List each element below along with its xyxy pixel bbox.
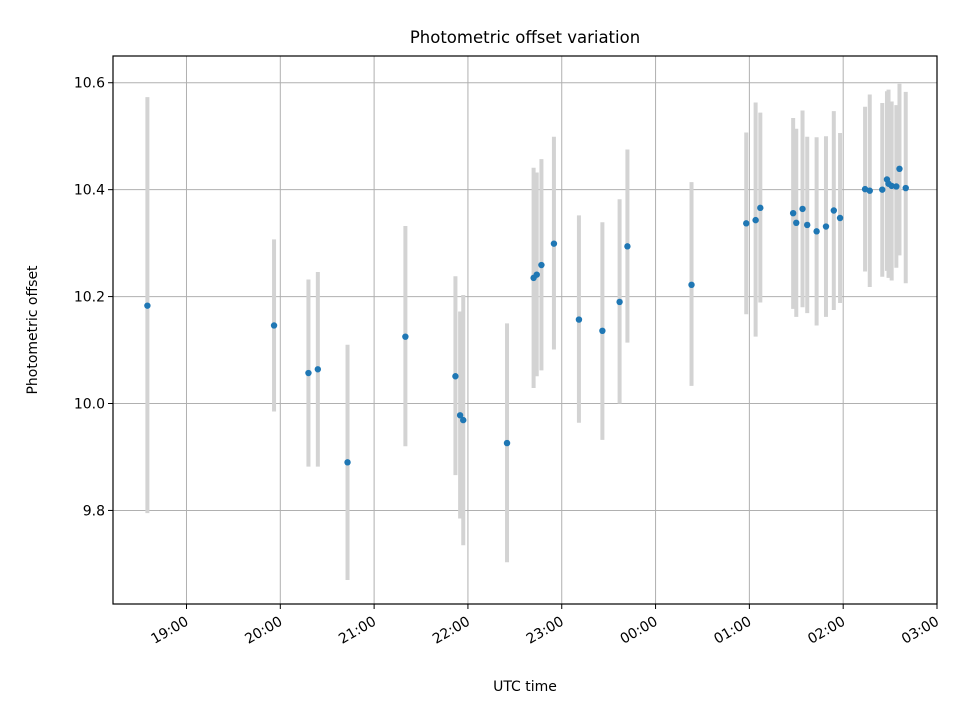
plot-frame [112, 55, 938, 605]
data-point [743, 220, 750, 227]
y-tick-label: 10.0 [74, 397, 105, 413]
y-tick-label: 10.6 [74, 76, 105, 92]
data-point [804, 221, 811, 229]
x-tick-label: 00:00 [618, 614, 661, 648]
grid-lines [113, 56, 938, 604]
data-point [575, 316, 583, 323]
data-point [344, 459, 351, 466]
y-tick-label: 10.4 [74, 183, 105, 199]
data-points [144, 165, 909, 466]
data-point [789, 209, 797, 217]
data-point [893, 183, 900, 190]
data-point [822, 223, 830, 230]
data-point [799, 205, 806, 213]
data-point [888, 182, 895, 190]
x-tick-label: 22:00 [430, 614, 473, 648]
data-point [813, 228, 820, 235]
y-tick-label: 9.8 [83, 503, 105, 519]
data-point [456, 412, 464, 419]
data-point [757, 204, 764, 212]
data-point [830, 207, 838, 214]
x-tick-label: 20:00 [242, 614, 285, 648]
x-tick-label: 23:00 [524, 614, 567, 648]
data-point [836, 214, 844, 222]
data-point [752, 216, 759, 224]
data-point [402, 333, 409, 340]
data-point [314, 366, 322, 373]
data-point [460, 416, 467, 424]
data-point [616, 298, 623, 306]
x-axis-label: UTC time [493, 679, 557, 695]
x-tick-label: 03:00 [899, 614, 942, 648]
data-point [503, 439, 511, 447]
data-point [538, 261, 545, 269]
data-point [793, 219, 800, 227]
data-point [144, 302, 151, 309]
data-point [902, 184, 909, 192]
x-tick-label: 02:00 [805, 614, 848, 648]
y-axis-label: Photometric offset [25, 265, 41, 395]
data-point [624, 243, 631, 250]
data-point [688, 281, 695, 289]
chart-title: Photometric offset variation [410, 28, 640, 47]
x-tick-label: 21:00 [336, 614, 379, 648]
data-point [879, 186, 886, 193]
data-point [305, 369, 312, 377]
data-point [533, 271, 540, 278]
data-point [896, 165, 903, 173]
data-point [270, 322, 278, 329]
x-tick-label: 19:00 [149, 614, 192, 648]
error-bars [145, 83, 908, 580]
data-point [866, 187, 873, 194]
y-tick-label: 10.2 [74, 290, 105, 306]
data-point [550, 240, 558, 247]
data-point [452, 373, 459, 380]
x-tick-label: 01:00 [711, 614, 754, 648]
data-point [599, 327, 606, 335]
